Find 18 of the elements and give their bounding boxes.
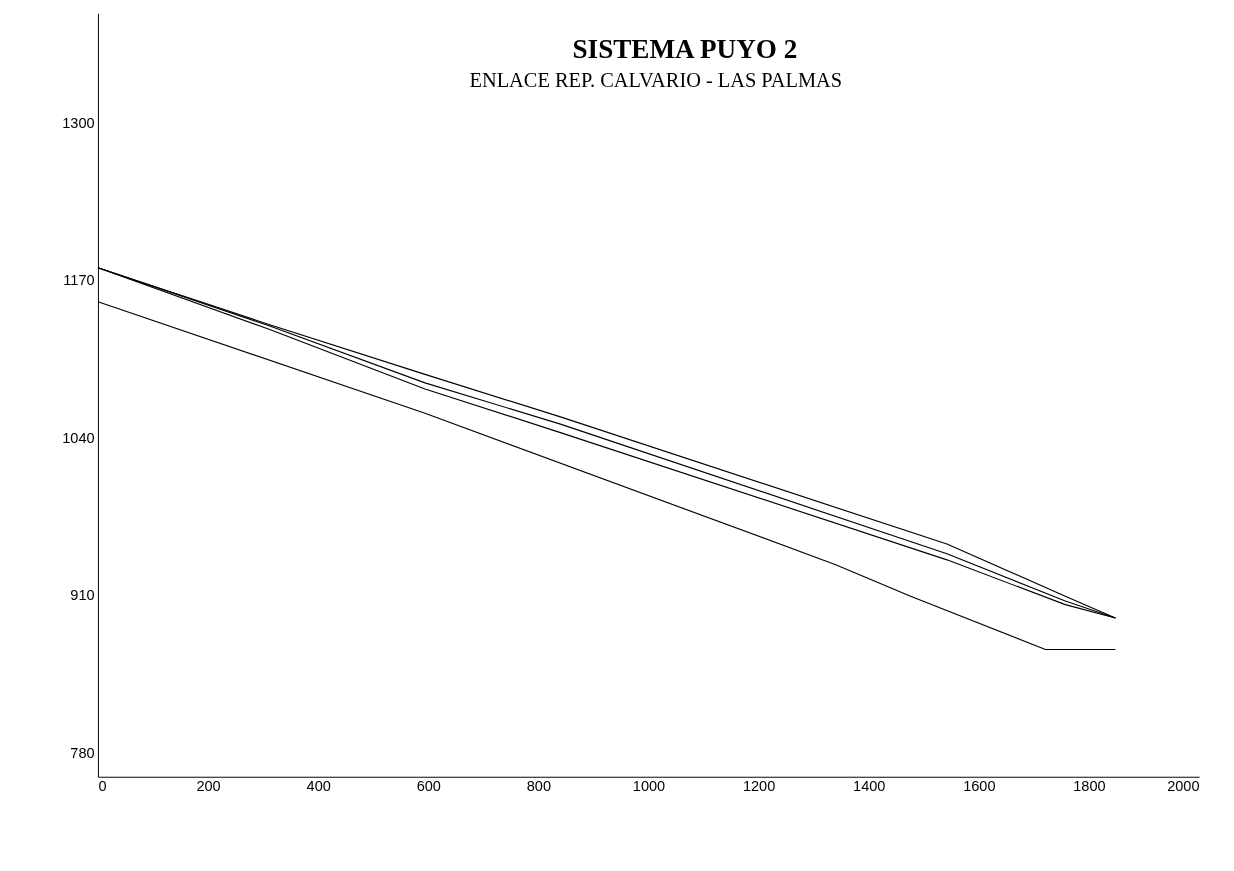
- x-tick-label: 1800: [1073, 777, 1106, 794]
- y-tick-label: 910: [70, 587, 95, 604]
- x-tick-label: 1400: [853, 777, 886, 794]
- text: ENLACE REP. CALVARIO - LAS PALMAS: [469, 68, 843, 91]
- y-tick-label: 1300: [62, 114, 95, 131]
- x-tick-label: 1000: [632, 777, 666, 794]
- x-tick-label: 200: [196, 777, 221, 794]
- x-tick-label: 600: [416, 777, 441, 794]
- x-tick-label: 800: [526, 777, 552, 794]
- x-tick-label: 0: [98, 777, 107, 794]
- y-tick-label: 780: [70, 744, 95, 761]
- y-tick-label: 1170: [63, 272, 95, 289]
- x-tick-label: 2000: [1167, 777, 1200, 794]
- y-tick-label: 1040: [62, 429, 95, 446]
- x-tick-label: 1600: [963, 777, 996, 794]
- x-tick-label: 1200: [742, 777, 776, 794]
- text: SISTEMA PUYO 2: [572, 33, 798, 64]
- x-tick-label: 400: [306, 777, 331, 794]
